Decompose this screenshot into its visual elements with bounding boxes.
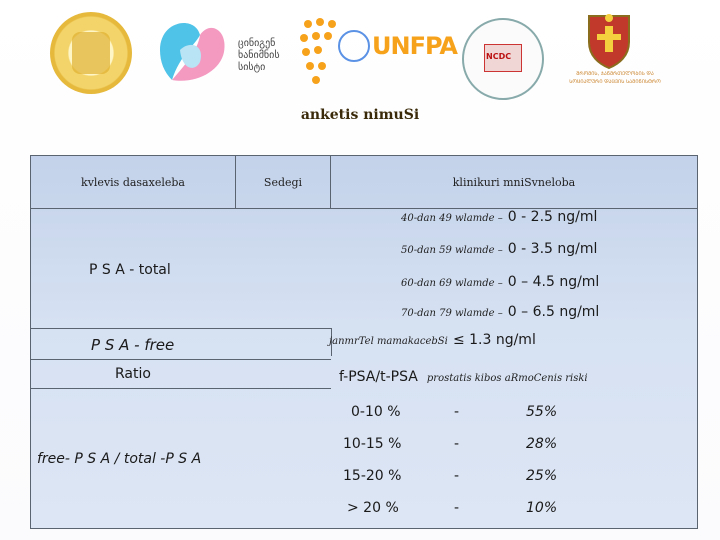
free-total-ratio-label: free- P S A / total -P S A (37, 451, 202, 467)
ncdc-logo: NCDC (462, 18, 544, 100)
col-header-clinical-significance: klinikuri mniSvneloba (452, 175, 576, 189)
risk-dash: - (454, 468, 460, 484)
risk-percent: 25% (526, 468, 558, 484)
psa-total-row-4: 70-dan 79 wlamde – 0 – 6.5 ng/ml (401, 304, 600, 320)
risk-range: 0-10 % (351, 404, 401, 420)
risk-dash: - (454, 500, 460, 516)
col-header-result: Sedegi (236, 156, 331, 208)
ratio-formula: f-PSA/t-PSA prostatis kibos aRmoCenis ri… (339, 369, 588, 385)
risk-dash: - (454, 436, 460, 452)
page-title: anketis nimuSi (300, 107, 420, 123)
risk-range: 10-15 % (343, 436, 402, 452)
un-emblem-icon (338, 30, 370, 62)
ratio-label: Ratio (115, 366, 151, 382)
health-program-logo-text: ცინიგენ ხანიმნის სისტი (238, 38, 280, 73)
psa-total-label: P S A - total (89, 262, 171, 278)
ministry-label: ᲨᲠᲝᲛᲘᲡ, ᲯᲐᲜᲛᲠᲗᲔᲚᲝᲑᲘᲡ ᲓᲐ ᲡᲝᲪᲘᲐᲚᲣᲠᲘ ᲓᲐᲪᲕᲘᲡ… (569, 71, 661, 85)
ncdc-logo-text: NCDC (486, 52, 512, 61)
psa-free-value: janmrTel mamakacebSi ≤ 1.3 ng/ml (329, 332, 536, 348)
coat-of-arms-logo-left (50, 12, 132, 94)
risk-percent: 55% (526, 404, 558, 420)
unfpa-logo-text: UNFPA (372, 32, 458, 60)
psa-table: kvlevis dasaxeleba Sedegi klinikuri mniS… (30, 155, 698, 529)
risk-dash: - (454, 404, 460, 420)
health-program-logo (160, 22, 225, 81)
risk-percent: 10% (526, 500, 558, 516)
psa-total-row-2: 50-dan 59 wlamde – 0 - 3.5 ng/ml (401, 241, 598, 257)
psa-total-row-1: 40-dan 49 wlamde – 0 - 2.5 ng/ml (401, 209, 598, 225)
col-header-test-name: kvlevis dasaxeleba (31, 156, 236, 208)
psa-free-label: P S A - free (91, 336, 175, 354)
unfpa-dots-icon (300, 18, 336, 84)
risk-range: 15-20 % (343, 468, 402, 484)
psa-total-row-3: 60-dan 69 wlamde – 0 – 4.5 ng/ml (401, 274, 600, 290)
georgia-coat-of-arms-icon (588, 14, 630, 70)
risk-range: > 20 % (347, 500, 399, 516)
risk-percent: 28% (526, 436, 558, 452)
